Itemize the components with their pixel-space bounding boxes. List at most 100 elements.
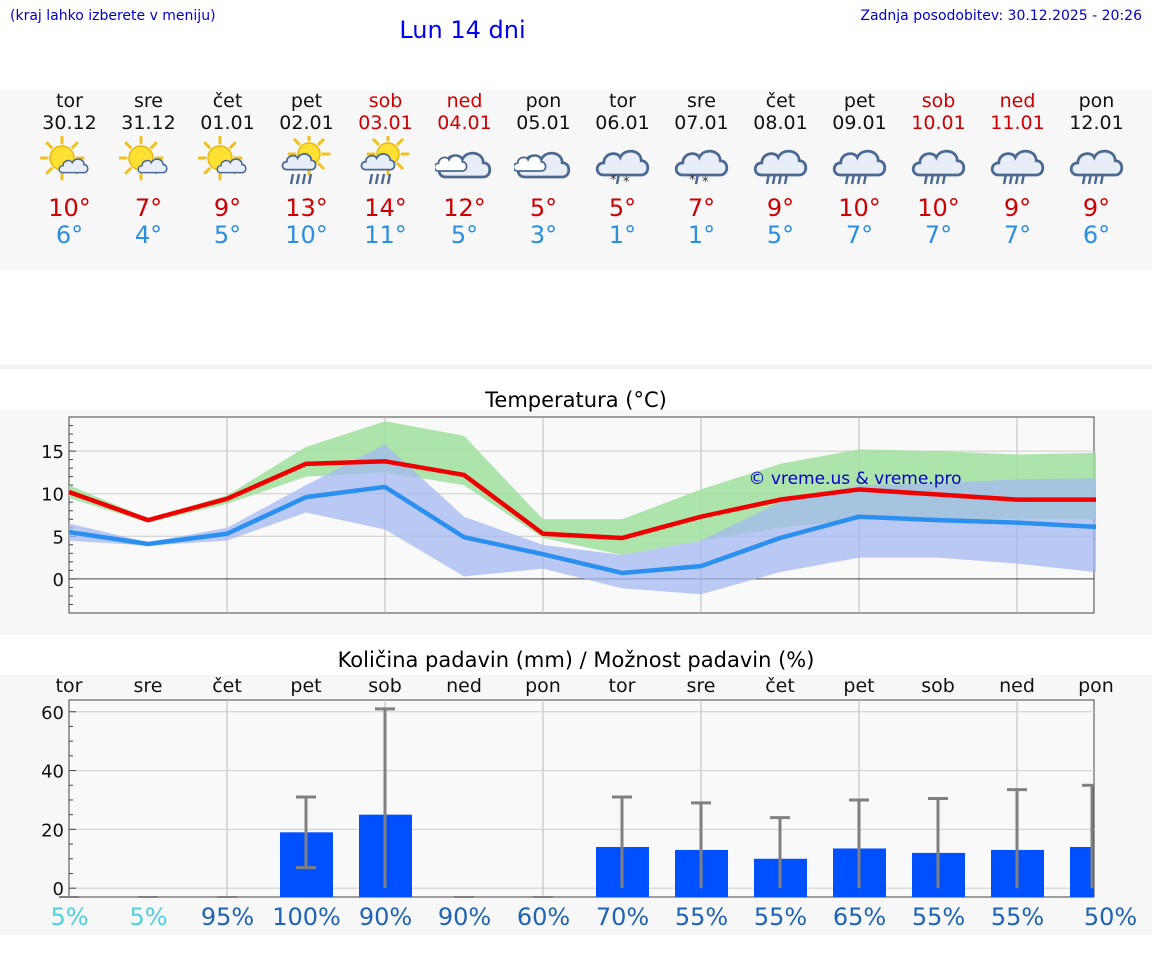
day-column: pon 12.01 9° 6° <box>1057 90 1136 248</box>
temp-max: 13° <box>285 194 328 222</box>
day-name: pon <box>525 90 562 112</box>
day-name: ned <box>999 90 1036 112</box>
sun-rain-icon <box>267 134 346 194</box>
precip-probability: 60% <box>516 903 571 931</box>
precip-probability: 95% <box>200 903 255 931</box>
precip-probability: 5% <box>129 903 168 931</box>
day-column: tor 06.01 * * 5° 1° <box>583 90 662 248</box>
temp-max: 9° <box>766 194 795 222</box>
temp-max: 14° <box>364 194 407 222</box>
temp-max: 9° <box>1082 194 1111 222</box>
day-date: 10.01 <box>911 112 966 134</box>
day-column: pet 02.01 13° 10° <box>267 90 346 248</box>
temp-max: 10° <box>838 194 881 222</box>
temp-max: 9° <box>213 194 242 222</box>
precip-probability: 90% <box>358 903 413 931</box>
temp-max: 10° <box>917 194 960 222</box>
precip-probability: 55% <box>753 903 808 931</box>
temp-min: 1° <box>687 221 716 249</box>
svg-text:*: * <box>702 175 709 190</box>
day-date: 11.01 <box>990 112 1045 134</box>
day-name: pet <box>290 90 323 112</box>
cloud-icon <box>504 134 583 194</box>
precip-probability: 100% <box>272 903 341 931</box>
day-column: ned 11.01 9° 7° <box>978 90 1057 248</box>
day-date: 03.01 <box>358 112 413 134</box>
cloud-rain-icon <box>899 134 978 194</box>
temp-min: 7° <box>924 221 953 249</box>
day-date: 09.01 <box>832 112 887 134</box>
cloud-rain-icon <box>1057 134 1136 194</box>
day-date: 01.01 <box>200 112 255 134</box>
temp-band <box>0 410 1152 635</box>
sun-rain-icon <box>346 134 425 194</box>
cloud-icon <box>425 134 504 194</box>
precip-probability: 55% <box>674 903 729 931</box>
temp-min: 10° <box>285 221 328 249</box>
precip-probability: 70% <box>595 903 650 931</box>
day-name: čet <box>765 90 796 112</box>
cloud-rain-icon <box>741 134 820 194</box>
precip-probability: 90% <box>437 903 492 931</box>
day-column: sob 10.01 10° 7° <box>899 90 978 248</box>
temp-min: 7° <box>845 221 874 249</box>
temp-min: 5° <box>213 221 242 249</box>
day-date: 06.01 <box>595 112 650 134</box>
day-name: sob <box>368 90 403 112</box>
day-column: čet 01.01 9° 5° <box>188 90 267 248</box>
temp-max: 5° <box>608 194 637 222</box>
day-date: 05.01 <box>516 112 571 134</box>
divider <box>0 365 1152 369</box>
temp-min: 7° <box>1003 221 1032 249</box>
day-column: sre 07.01 * * 7° 1° <box>662 90 741 248</box>
temp-min: 5° <box>450 221 479 249</box>
day-date: 04.01 <box>437 112 492 134</box>
temp-max: 10° <box>48 194 91 222</box>
day-name: pet <box>843 90 876 112</box>
precip-chart-title: Količina padavin (mm) / Možnost padavin … <box>337 648 815 672</box>
day-column: čet 08.01 9° 5° <box>741 90 820 248</box>
temp-max: 7° <box>687 194 716 222</box>
day-column: sre 31.12 7° 4° <box>109 90 188 248</box>
day-name: pon <box>1078 90 1115 112</box>
precip-probability: 5% <box>50 903 89 931</box>
temp-min: 6° <box>55 221 84 249</box>
temp-max: 9° <box>1003 194 1032 222</box>
temp-max: 5° <box>529 194 558 222</box>
temp-min: 1° <box>608 221 637 249</box>
svg-text:*: * <box>689 173 696 188</box>
svg-text:*: * <box>623 175 630 190</box>
day-column: pon 05.01 5° 3° <box>504 90 583 248</box>
day-column: sob 03.01 14° 11° <box>346 90 425 248</box>
day-name: sob <box>921 90 956 112</box>
forecast-band <box>0 90 1152 270</box>
precip-probability: 65% <box>832 903 887 931</box>
day-name: ned <box>446 90 483 112</box>
precip-probability: 55% <box>990 903 1045 931</box>
temp-min: 3° <box>529 221 558 249</box>
day-date: 02.01 <box>279 112 334 134</box>
day-forecast-row: tor 30.12 10° 6° sre 31.12 7° 4° čet 01.01… <box>0 90 1152 270</box>
temp-min: 4° <box>134 221 163 249</box>
day-name: sre <box>134 90 163 112</box>
sun-cloud-icon <box>188 134 267 194</box>
day-name: čet <box>212 90 243 112</box>
day-column: pet 09.01 10° 7° <box>820 90 899 248</box>
day-date: 07.01 <box>674 112 729 134</box>
last-updated: Zadnja posodobitev: 30.12.2025 - 20:26 <box>860 8 1142 24</box>
day-date: 30.12 <box>42 112 97 134</box>
day-column: ned 04.01 12° 5° <box>425 90 504 248</box>
cloud-rain-icon <box>978 134 1057 194</box>
day-name: tor <box>56 90 83 112</box>
page-title: Lun 14 dni <box>399 16 526 44</box>
svg-text:*: * <box>610 173 617 188</box>
temp-max: 7° <box>134 194 163 222</box>
sleet-icon: * * <box>583 134 662 194</box>
day-name: tor <box>609 90 636 112</box>
region-hint[interactable]: (kraj lahko izberete v meniju) <box>10 8 216 24</box>
sun-cloud-icon <box>109 134 188 194</box>
temp-min: 6° <box>1082 221 1111 249</box>
temp-min: 11° <box>364 221 407 249</box>
precip-probability: 50% <box>1083 903 1138 931</box>
sleet-icon: * * <box>662 134 741 194</box>
